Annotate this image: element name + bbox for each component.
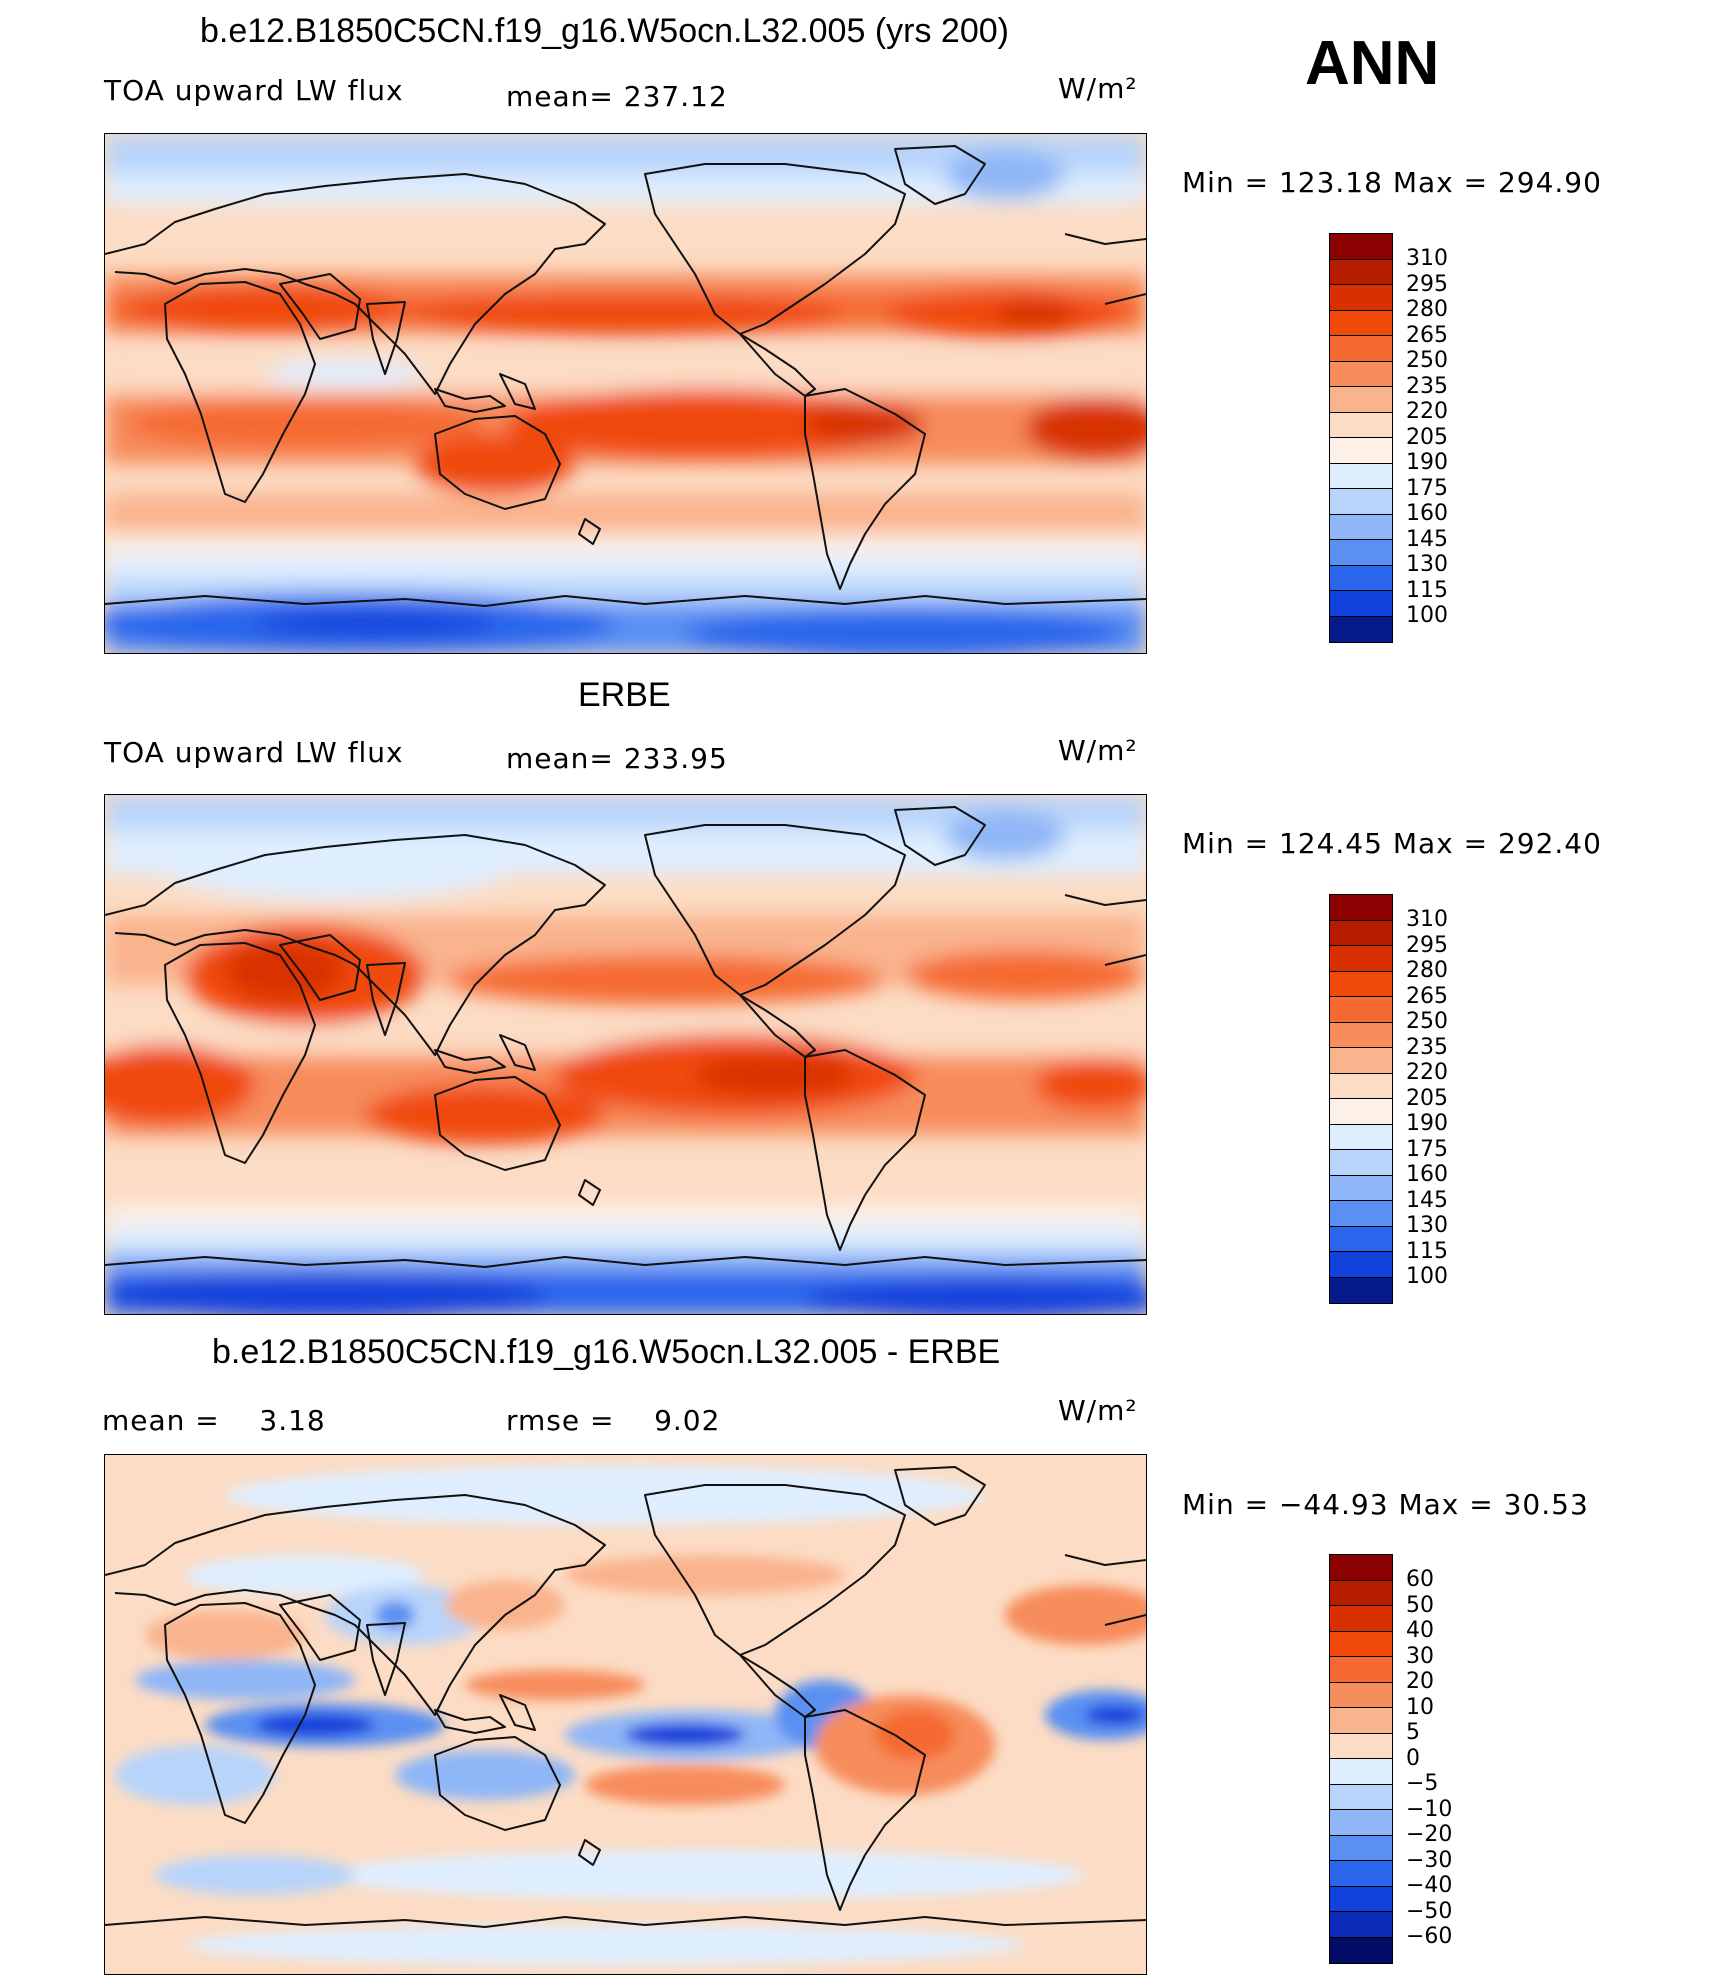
level-label: 20 (1406, 1669, 1434, 1694)
level-label: 10 (1406, 1694, 1434, 1720)
level-label: 160 (1406, 1162, 1448, 1187)
level-label: 145 (1406, 526, 1448, 552)
level-label: 235 (1406, 373, 1448, 399)
panel3-mean: mean = 3.18 (102, 1404, 326, 1437)
panel2-map (104, 794, 1147, 1315)
level-label: 295 (1406, 932, 1448, 958)
level-label: 310 (1406, 907, 1448, 932)
panel2-mean: mean= 233.95 (506, 742, 728, 775)
level-label: −60 (1406, 1924, 1453, 1949)
level-label: 50 (1406, 1592, 1434, 1618)
level-label: 175 (1406, 1136, 1448, 1162)
level-label: 220 (1406, 399, 1448, 424)
level-label: −10 (1406, 1796, 1453, 1822)
panel3-colorbar (1329, 1554, 1393, 1964)
panel3-rmse: rmse = 9.02 (506, 1404, 721, 1437)
panel3-map (104, 1454, 1147, 1975)
level-label: 250 (1406, 1009, 1448, 1034)
level-label: −30 (1406, 1847, 1453, 1873)
panel2-colorbar (1329, 894, 1393, 1304)
panel3-units: W/m² (1058, 1394, 1138, 1427)
level-label: −5 (1406, 1771, 1439, 1796)
level-label: 145 (1406, 1187, 1448, 1213)
level-label: 205 (1406, 424, 1448, 450)
level-label: −50 (1406, 1898, 1453, 1924)
level-label: 280 (1406, 958, 1448, 983)
level-label: 205 (1406, 1085, 1448, 1111)
panel2-title: ERBE (578, 676, 671, 714)
panel1-colorbar-labels: 310 295 280 265 250 235 220 205 190 175 … (1406, 246, 1448, 629)
run-title: b.e12.B1850C5CN.f19_g16.W5ocn.L32.005 (y… (200, 12, 1009, 50)
panel2-colorbar-labels: 310 295 280 265 250 235 220 205 190 175 … (1406, 907, 1448, 1290)
level-label: 5 (1406, 1720, 1420, 1745)
level-label: 160 (1406, 501, 1448, 526)
panel1-mean: mean= 237.12 (506, 80, 728, 113)
level-label: 60 (1406, 1567, 1434, 1592)
level-label: 265 (1406, 322, 1448, 348)
panel2-units: W/m² (1058, 734, 1138, 767)
level-label: 40 (1406, 1618, 1434, 1643)
level-label: −20 (1406, 1822, 1453, 1847)
level-label: 0 (1406, 1745, 1420, 1771)
level-label: 115 (1406, 1238, 1448, 1264)
level-label: 100 (1406, 603, 1448, 628)
level-label: 310 (1406, 246, 1448, 271)
panel3-title: b.e12.B1850C5CN.f19_g16.W5ocn.L32.005 - … (212, 1333, 1001, 1371)
level-label: 265 (1406, 983, 1448, 1009)
panel1-colorbar (1329, 233, 1393, 643)
level-label: 220 (1406, 1060, 1448, 1085)
panel3-colorbar-labels: 60 50 40 30 20 10 5 0 −5 −10 −20 −30 −40… (1406, 1567, 1452, 1950)
level-label: 190 (1406, 450, 1448, 475)
level-label: 100 (1406, 1264, 1448, 1289)
panel1-minmax: Min = 123.18 Max = 294.90 (1182, 166, 1602, 199)
level-label: 130 (1406, 552, 1448, 577)
panel2-field-label: TOA upward LW flux (104, 736, 404, 769)
panel1-map (104, 133, 1147, 654)
panel3-minmax: Min = −44.93 Max = 30.53 (1182, 1488, 1589, 1521)
level-label: 250 (1406, 348, 1448, 373)
level-label: 280 (1406, 297, 1448, 322)
panel2-minmax: Min = 124.45 Max = 292.40 (1182, 827, 1602, 860)
level-label: 295 (1406, 271, 1448, 297)
panel1-units: W/m² (1058, 72, 1138, 105)
level-label: 190 (1406, 1111, 1448, 1136)
panel1-field-label: TOA upward LW flux (104, 74, 404, 107)
level-label: 130 (1406, 1213, 1448, 1238)
level-label: 30 (1406, 1643, 1434, 1669)
season-label: ANN (1305, 29, 1440, 98)
level-label: 115 (1406, 577, 1448, 603)
level-label: 175 (1406, 475, 1448, 501)
level-label: −40 (1406, 1873, 1453, 1898)
level-label: 235 (1406, 1034, 1448, 1060)
